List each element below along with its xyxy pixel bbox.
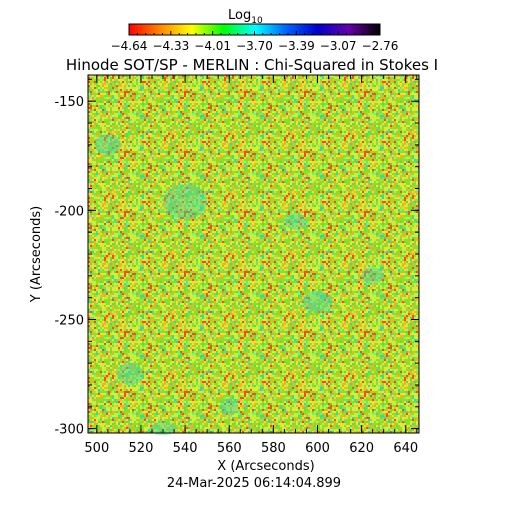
colorbar-tick-label: −3.70 <box>236 39 273 53</box>
colorbar-label: Log10 <box>228 8 263 26</box>
chart-title: Hinode SOT/SP - MERLIN : Chi-Squared in … <box>66 56 438 74</box>
low-value-region <box>220 398 239 416</box>
x-tick-label: 620 <box>349 441 374 456</box>
heatmap-noise <box>88 75 419 433</box>
x-axis: 500 520 540 560 580 600 620 640 <box>84 75 418 456</box>
x-tick-label: 520 <box>129 441 154 456</box>
y-tick-label: -300 <box>54 423 84 438</box>
x-axis-label: X (Arcseconds) <box>217 459 314 474</box>
low-value-region <box>163 184 208 220</box>
y-tick-label: -200 <box>54 204 84 219</box>
colorbar-tick-labels: −4.64 −4.33 −4.01 −3.70 −3.39 −3.07 −2.76 <box>111 31 399 53</box>
colorbar-tick-label: −4.01 <box>194 39 231 53</box>
low-value-region <box>284 212 307 230</box>
low-value-region <box>302 291 333 313</box>
low-value-region <box>149 422 177 436</box>
x-tick-label: 580 <box>261 441 286 456</box>
y-tick-label: -250 <box>54 313 84 328</box>
low-value-region <box>116 363 144 385</box>
x-tick-label: 600 <box>305 441 330 456</box>
x-tick-label: 640 <box>393 441 418 456</box>
y-axis-label: Y (Arcseconds) <box>29 206 44 303</box>
timestamp: 24-Mar-2025 06:14:04.899 <box>167 476 341 491</box>
low-value-region <box>361 267 384 285</box>
colorbar-tick-label: −2.76 <box>362 39 399 53</box>
heatmap-low-value-regions <box>94 133 384 436</box>
x-tick-label: 560 <box>217 441 242 456</box>
y-axis: -150 -200 -250 -300 <box>54 78 419 438</box>
colorbar-tick-label: −4.64 <box>111 39 148 53</box>
colorbar-tick-label: −3.07 <box>320 39 357 53</box>
colorbar-tick-label: −4.33 <box>152 39 189 53</box>
x-tick-label: 500 <box>84 441 109 456</box>
colorbar-tick-label: −3.39 <box>278 39 315 53</box>
low-value-region <box>94 133 122 156</box>
y-tick-label: -150 <box>54 95 84 110</box>
x-tick-label: 540 <box>173 441 198 456</box>
